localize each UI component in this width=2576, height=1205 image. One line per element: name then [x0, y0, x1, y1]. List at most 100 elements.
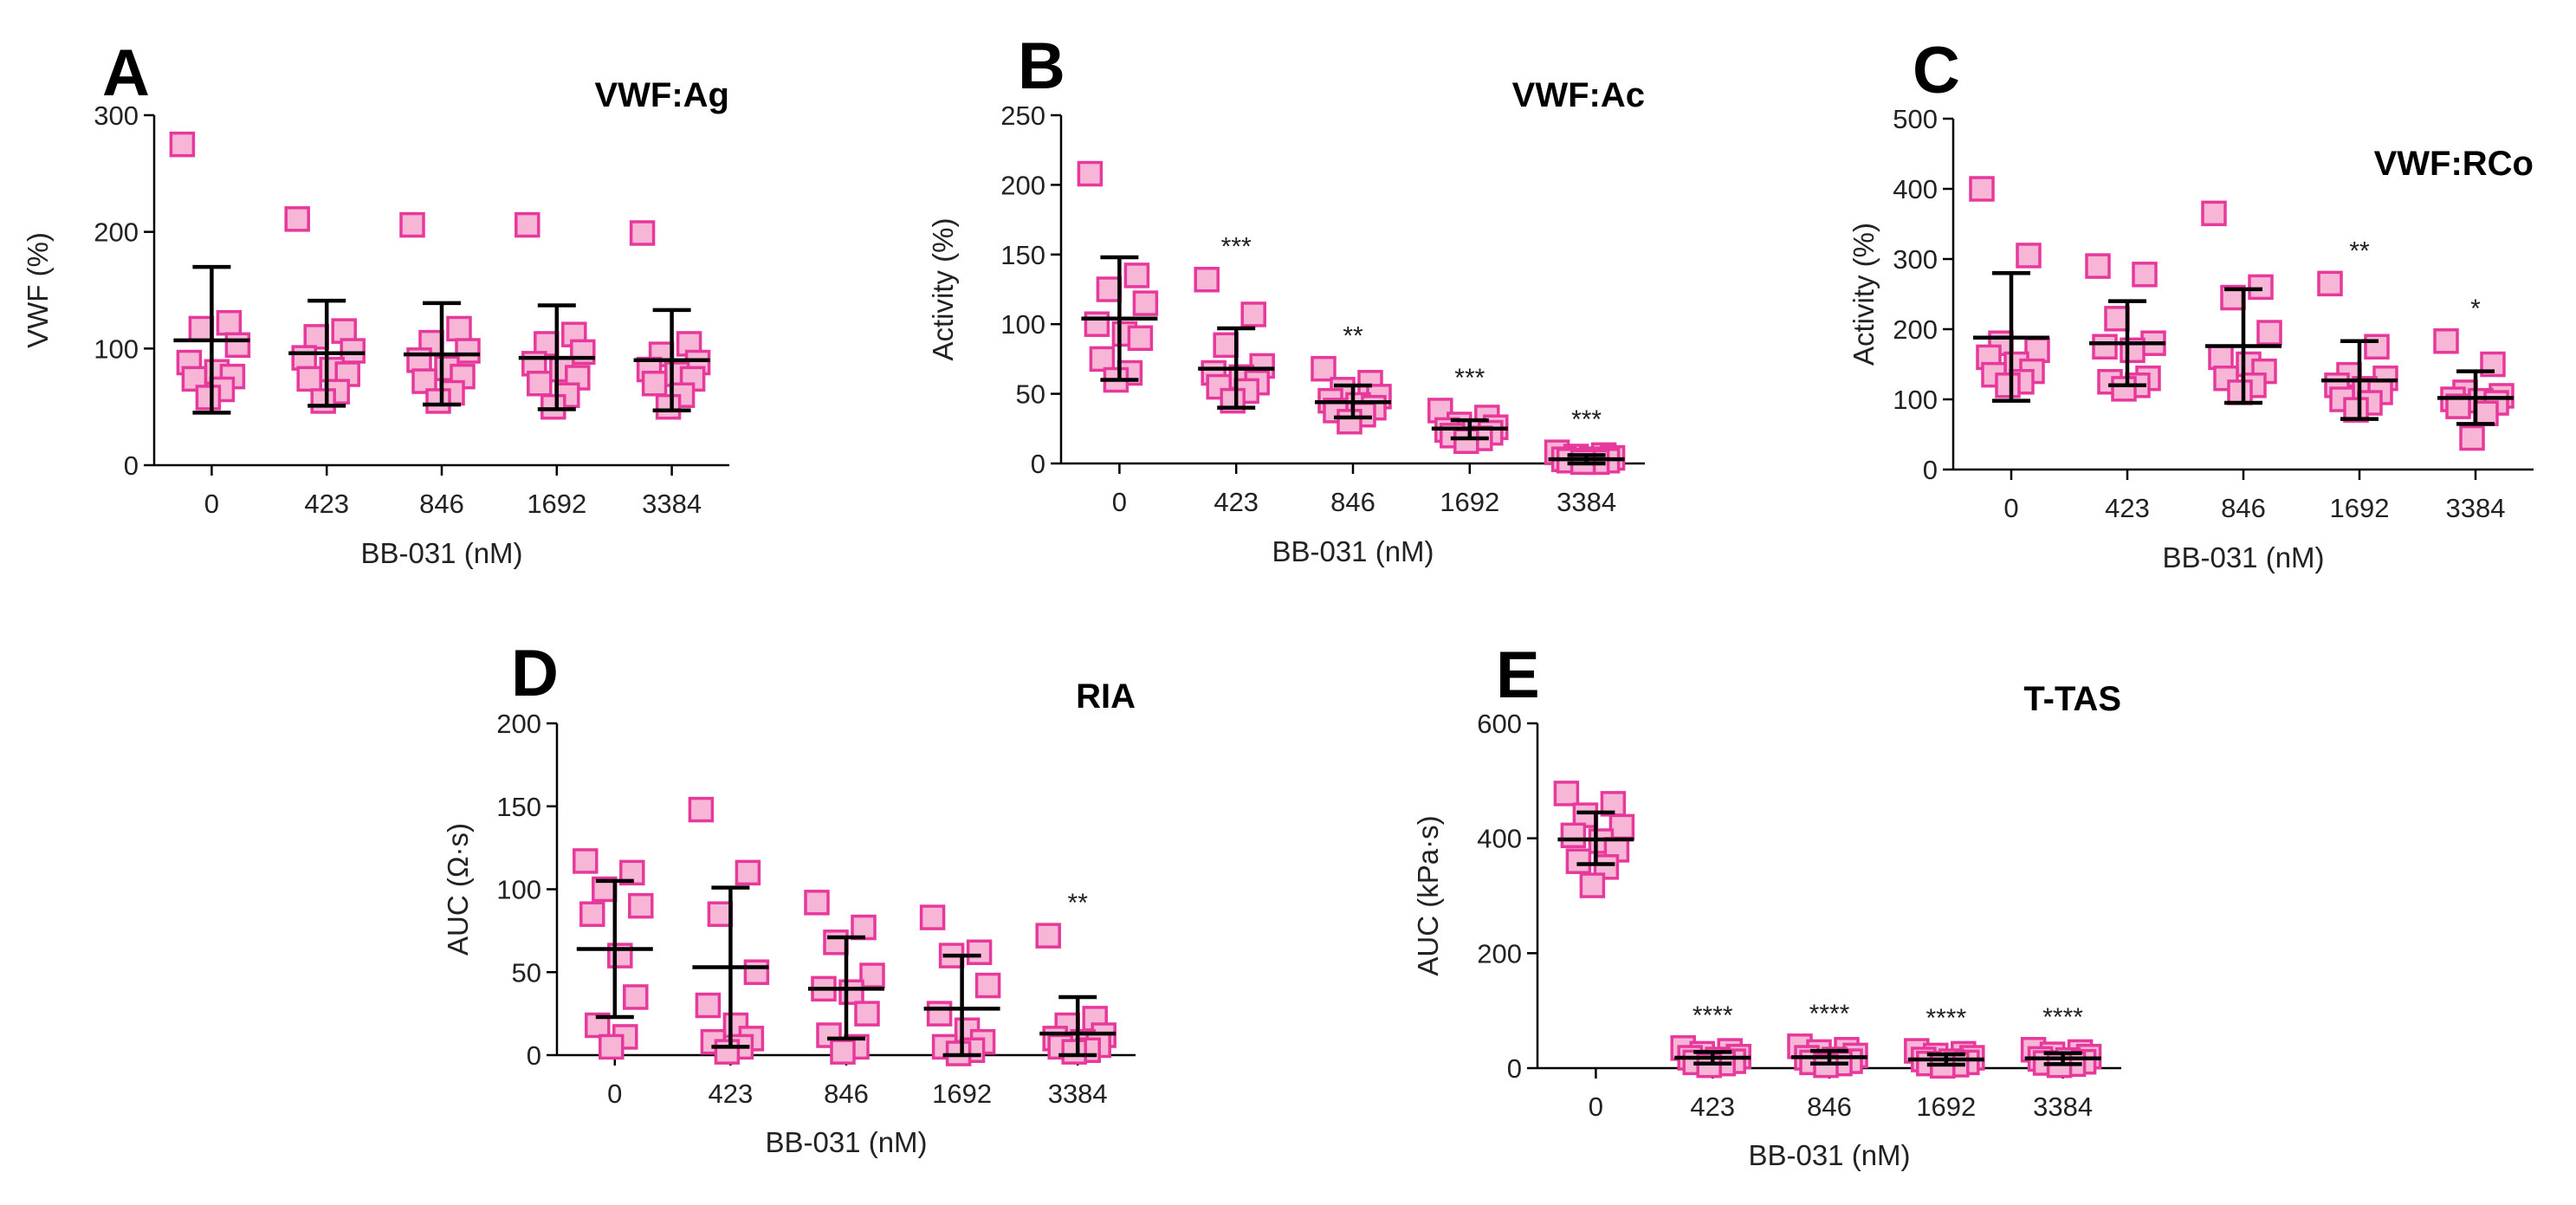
- data-point: [1579, 872, 1606, 898]
- data-point: [1995, 373, 2021, 398]
- data-point: [1123, 262, 1150, 288]
- y-tick-label: 0: [527, 1040, 541, 1071]
- y-axis-label: AUC (Ω·s): [442, 823, 474, 956]
- data-point: [743, 959, 770, 985]
- data-point: [851, 914, 877, 941]
- data-point: [570, 339, 596, 366]
- data-point: [1233, 378, 1259, 405]
- panel-title-d: RIA: [1076, 677, 1136, 716]
- data-point: [340, 338, 366, 364]
- panel-d: D RIA 0 50 100 150 200 0 423 846 1692 3384 BB-031 (n…: [442, 637, 1136, 1158]
- x-tick-label: 423: [304, 489, 349, 519]
- data-point: [688, 796, 715, 823]
- x-tick-label: 846: [2221, 493, 2266, 523]
- data-point: [919, 904, 946, 930]
- data-point: [455, 338, 481, 364]
- panel-letter-d: D: [511, 637, 559, 710]
- data-point: [2256, 320, 2282, 346]
- data-point: [399, 211, 425, 238]
- x-tick-label: 3384: [2446, 493, 2506, 523]
- data-point: [1077, 160, 1104, 187]
- panel-letter-a: A: [102, 36, 150, 110]
- x-tick-label: 0: [1589, 1092, 1603, 1122]
- data-point: [2092, 334, 2118, 360]
- data-point: [446, 315, 472, 342]
- x-tick-label: 0: [1112, 487, 1127, 517]
- x-tick-label: 3384: [642, 489, 702, 519]
- x-axis-label: BB-031 (nM): [2162, 541, 2324, 573]
- data-point: [291, 345, 317, 371]
- data-point: [1096, 276, 1123, 302]
- panel-title-a: VWF:Ag: [594, 76, 729, 114]
- significance-label: **: [1068, 889, 1089, 917]
- data-point: [628, 892, 654, 919]
- x-tick-label: 1692: [527, 489, 586, 519]
- data-point: [1565, 848, 1592, 874]
- data-point: [2111, 376, 2137, 402]
- y-axis-label: Activity (%): [1848, 223, 1880, 366]
- y-tick-label: 50: [512, 957, 541, 988]
- y-tick-label: 200: [1477, 938, 1522, 969]
- significance-label: ***: [1221, 233, 1252, 262]
- significance-label: ***: [1571, 405, 1602, 434]
- panel-title-e: T-TAS: [2023, 680, 2121, 718]
- x-axis-label: BB-031 (nM): [1748, 1139, 1910, 1171]
- y-axis-label: Activity (%): [927, 218, 959, 361]
- significance-label: ****: [1926, 1004, 1966, 1033]
- y-tick-label: 200: [496, 709, 541, 739]
- x-tick-label: 3384: [1048, 1079, 1108, 1109]
- data-point: [735, 859, 761, 886]
- panel-title-b: VWF:Ac: [1512, 76, 1645, 114]
- data-point: [303, 324, 329, 350]
- data-point: [2132, 262, 2158, 288]
- data-point: [926, 1001, 953, 1027]
- significance-label: ****: [1693, 1001, 1733, 1030]
- data-point: [966, 939, 993, 966]
- x-tick-label: 1692: [1916, 1092, 1976, 1122]
- y-tick-label: 0: [1507, 1053, 1522, 1084]
- data-point: [714, 1039, 741, 1065]
- x-tick-label: 1692: [2330, 493, 2390, 523]
- data-point: [2317, 270, 2343, 297]
- x-axis-label: BB-031 (nM): [1272, 535, 1434, 567]
- data-point: [1553, 781, 1580, 807]
- data-point: [1311, 355, 1337, 382]
- y-tick-label: 250: [1000, 100, 1045, 131]
- x-tick-label: 1692: [932, 1079, 992, 1109]
- data-point: [425, 388, 451, 414]
- panel-title-c: VWF:RCo: [2374, 145, 2534, 183]
- data-point: [655, 393, 682, 420]
- x-tick-label: 3384: [1557, 487, 1616, 517]
- x-tick-label: 846: [419, 489, 464, 519]
- data-point: [579, 901, 605, 927]
- data-point: [838, 979, 864, 1005]
- data-point: [1035, 923, 1061, 949]
- data-point: [2227, 379, 2253, 405]
- panel-e: E T-TAS 0 200 400 600 0 423 846 1692 3384 BB-031 (n…: [1412, 638, 2121, 1171]
- data-point: [2459, 424, 2485, 451]
- y-tick-label: 50: [1016, 379, 1045, 410]
- x-axis-label: BB-031 (nM): [360, 537, 522, 569]
- data-point: [2104, 306, 2130, 332]
- x-tick-label: 846: [824, 1079, 869, 1109]
- data-point: [1213, 332, 1239, 359]
- data-point: [2343, 397, 2369, 423]
- significance-label: *: [2470, 295, 2481, 323]
- y-tick-label: 100: [1893, 385, 1938, 415]
- x-tick-label: 423: [1214, 487, 1259, 517]
- y-tick-label: 150: [1000, 240, 1045, 270]
- x-tick-label: 1692: [1440, 487, 1499, 517]
- data-point: [676, 331, 702, 357]
- y-tick-label: 300: [1893, 244, 1938, 275]
- x-tick-label: 0: [2003, 493, 2018, 523]
- y-tick-label: 0: [1031, 449, 1045, 479]
- data-point: [188, 315, 215, 342]
- x-tick-label: 3384: [2033, 1092, 2093, 1122]
- x-tick-label: 423: [1690, 1092, 1735, 1122]
- data-point: [2364, 334, 2390, 360]
- data-point: [695, 992, 722, 1019]
- data-point: [540, 393, 566, 420]
- y-axis-label: AUC (kPa·s): [1412, 815, 1444, 975]
- x-tick-label: 0: [204, 489, 219, 519]
